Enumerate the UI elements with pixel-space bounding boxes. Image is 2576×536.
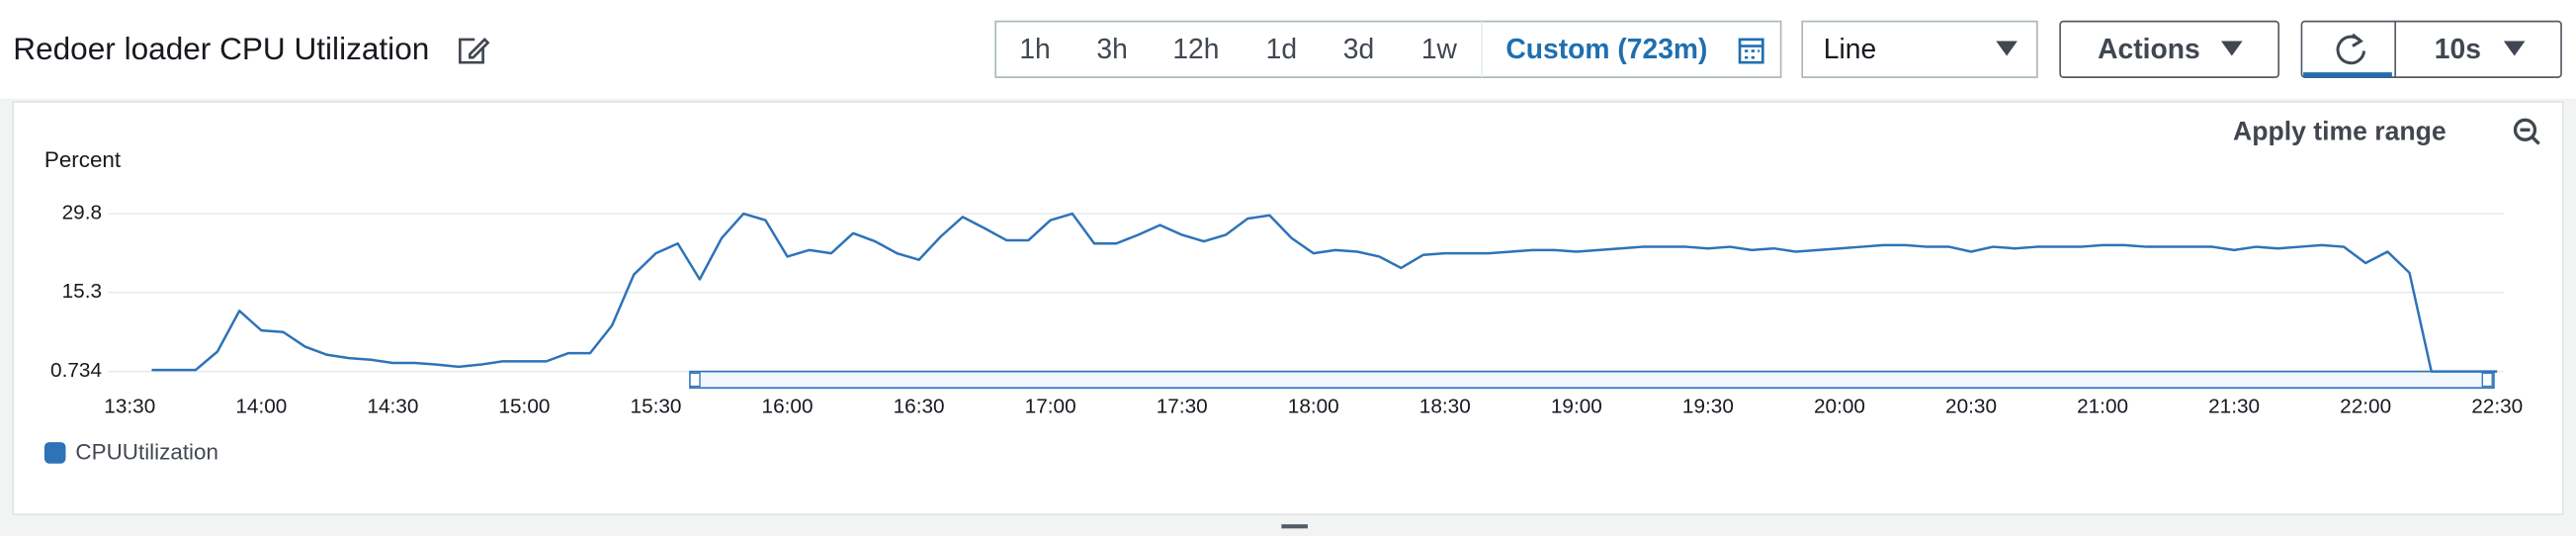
- time-brush: [689, 370, 2495, 390]
- x-tick-label: 18:00: [1288, 396, 1339, 418]
- actions-label: Actions: [2098, 33, 2200, 64]
- x-tick-label: 15:30: [631, 396, 682, 418]
- x-tick-label: 17:30: [1157, 396, 1208, 418]
- x-tick-label: 21:30: [2208, 396, 2260, 418]
- time-range-button[interactable]: 3h: [1096, 33, 1127, 64]
- x-tick-label: 21:00: [2077, 396, 2128, 418]
- chart-panel: [12, 101, 2564, 516]
- refresh-progress: [2303, 72, 2392, 78]
- view-select-label: Line: [1824, 33, 1876, 64]
- dropdown-arrow: [1996, 41, 2018, 56]
- apply-time-range[interactable]: Apply time range: [2233, 117, 2447, 146]
- legend-label: CPUUtilization: [75, 440, 218, 465]
- x-tick-label: 19:30: [1682, 396, 1734, 418]
- view-select[interactable]: [1801, 20, 2038, 78]
- x-tick-label: 20:00: [1814, 396, 1865, 418]
- time-range-button[interactable]: 3d: [1343, 33, 1374, 64]
- x-tick-label: 14:00: [235, 396, 287, 418]
- time-range-group: [994, 20, 1782, 78]
- x-tick-label: 16:00: [762, 396, 814, 418]
- time-range-button[interactable]: 1w: [1421, 33, 1458, 64]
- time-range-button[interactable]: 1h: [1019, 33, 1050, 64]
- edit-icon[interactable]: [459, 38, 490, 64]
- dropdown-arrow: [2221, 41, 2243, 56]
- dropdown-arrow: [2503, 41, 2526, 56]
- x-tick-label: 22:00: [2340, 396, 2391, 418]
- x-tick-label: 18:30: [1419, 396, 1471, 418]
- x-tick-label: 20:30: [1945, 396, 1997, 418]
- refresh-group: [2300, 20, 2562, 78]
- x-tick-label: 16:30: [894, 396, 945, 418]
- zoom-out-icon[interactable]: [2513, 118, 2540, 145]
- x-tick-label: 19:00: [1551, 396, 1602, 418]
- y-axis-label: Percent: [44, 147, 122, 172]
- x-tick-label: 15:00: [498, 396, 550, 418]
- y-tick-label: 29.8: [62, 202, 102, 224]
- data-line: [151, 212, 2498, 373]
- refresh-icon[interactable]: [2336, 33, 2366, 65]
- y-tick-label: 15.3: [62, 280, 102, 303]
- x-tick-label: 22:30: [2471, 396, 2523, 418]
- actions-button[interactable]: [2059, 20, 2280, 78]
- brush-handle: [2481, 372, 2493, 388]
- custom-range-button[interactable]: Custom (723m): [1505, 33, 1707, 64]
- x-tick-label: 14:30: [367, 396, 418, 418]
- plot: 0.734 15.3 29.8 13:30 14:00 14:30 15:00 15:30 16…: [50, 202, 2523, 418]
- brush-handle: [689, 372, 701, 388]
- x-tick-label: 13:30: [104, 396, 155, 418]
- calendar-icon[interactable]: [1738, 38, 1764, 64]
- y-tick-label: 0.734: [50, 359, 102, 382]
- widget-title: Redoer loader CPU Utilization: [13, 31, 429, 66]
- time-range-button[interactable]: 1d: [1266, 33, 1297, 64]
- time-range-button[interactable]: 12h: [1172, 33, 1219, 64]
- refresh-interval[interactable]: 10s: [2435, 33, 2481, 64]
- legend-swatch: [43, 442, 66, 464]
- x-tick-label: 17:00: [1025, 396, 1076, 418]
- resize-handle[interactable]: [1281, 524, 1308, 529]
